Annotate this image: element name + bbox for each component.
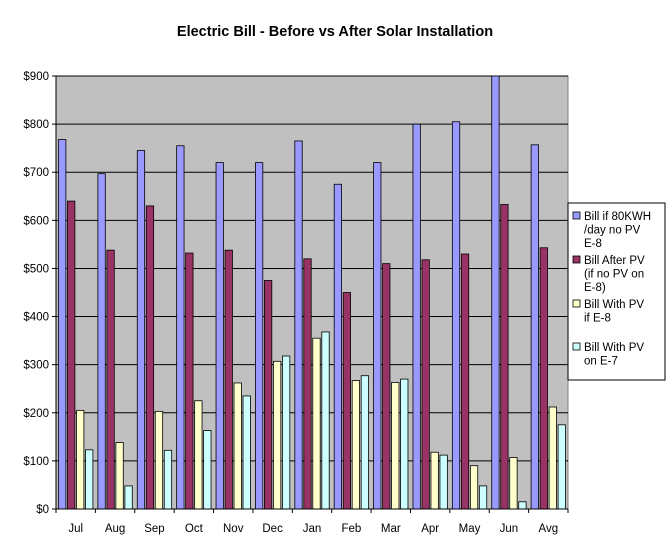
legend-swatch	[572, 299, 581, 308]
legend-label: Bill With PV	[584, 342, 644, 354]
legend-label: (if no PV on	[584, 269, 644, 281]
bar-apr-series-1	[412, 123, 421, 510]
bar-oct-series-2	[185, 252, 194, 510]
bar-dec-series-3	[273, 360, 282, 510]
y-tick-label: $100	[23, 456, 49, 468]
y-tick-label: $400	[23, 312, 49, 324]
x-tick-label: Oct	[185, 523, 204, 535]
bar-avg-series-3	[548, 406, 557, 510]
x-tick-label: Nov	[223, 523, 244, 535]
bar-feb-series-3	[351, 380, 360, 510]
y-tick-label: $300	[23, 360, 49, 372]
legend-label: if E-8	[584, 313, 611, 325]
bar-sep-series-2	[145, 205, 155, 510]
bar-jun-series-3	[509, 457, 518, 510]
y-tick-label: $200	[23, 408, 49, 420]
bar-avg-series-2	[539, 247, 548, 510]
bar-sep-series-4	[163, 449, 173, 510]
y-tick-label: $800	[23, 119, 49, 131]
bar-may-series-2	[460, 253, 470, 510]
bar-jul-series-1	[58, 139, 67, 510]
bar-nov-series-2	[224, 249, 233, 510]
x-tick-label: Jul	[68, 523, 83, 535]
x-tick-label: Jun	[500, 523, 519, 535]
legend-swatch	[572, 211, 581, 220]
legend-label: Bill With PV	[584, 299, 644, 311]
legend	[567, 202, 666, 381]
bar-jun-series-4	[518, 501, 527, 510]
bar-nov-series-4	[242, 395, 251, 510]
bar-may-series-4	[478, 485, 488, 510]
bar-mar-series-1	[373, 162, 382, 510]
bar-mar-series-2	[382, 263, 391, 510]
legend-label: /day no PV	[584, 225, 641, 237]
bar-feb-series-1	[333, 183, 342, 510]
bar-jan-series-1	[294, 140, 303, 510]
bar-avg-series-4	[557, 424, 566, 510]
y-tick-label: $900	[23, 71, 49, 83]
bar-aug-series-3	[115, 442, 124, 510]
bar-oct-series-1	[176, 145, 185, 510]
bar-nov-series-3	[233, 382, 242, 510]
bar-mar-series-3	[391, 382, 400, 510]
y-tick-label: $0	[36, 504, 49, 516]
bar-apr-series-2	[421, 259, 430, 510]
legend-swatch	[572, 342, 581, 351]
legend-label: E-8	[584, 238, 602, 250]
bar-nov-series-1	[215, 162, 224, 510]
legend-swatch	[572, 255, 581, 264]
plot-area	[55, 75, 569, 510]
legend-label: Bill After PV	[584, 255, 645, 267]
bar-oct-series-4	[203, 430, 212, 510]
x-tick-label: May	[459, 523, 481, 535]
bar-jul-series-2	[67, 200, 76, 510]
bar-mar-series-4	[400, 378, 409, 510]
bar-aug-series-4	[124, 485, 133, 510]
legend-label: E-8)	[584, 282, 606, 294]
x-tick-label: Sep	[144, 523, 164, 535]
bar-dec-series-1	[255, 162, 264, 510]
bar-jul-series-4	[85, 449, 94, 510]
x-tick-label: Dec	[262, 523, 283, 535]
bar-dec-series-2	[264, 280, 273, 510]
bar-jan-series-4	[321, 331, 330, 510]
bar-may-series-1	[451, 121, 461, 510]
y-tick-label: $700	[23, 167, 49, 179]
bar-jun-series-1	[491, 75, 500, 510]
y-tick-label: $600	[23, 215, 49, 227]
bar-feb-series-2	[342, 292, 351, 510]
bar-may-series-3	[469, 465, 479, 510]
x-tick-label: Avg	[539, 523, 559, 535]
chart-title: Electric Bill - Before vs After Solar In…	[177, 24, 493, 40]
legend-label: Bill if 80KWH	[584, 211, 651, 223]
x-tick-label: Apr	[421, 523, 439, 535]
x-tick-label: Feb	[341, 523, 361, 535]
bar-apr-series-4	[439, 454, 448, 510]
bar-jan-series-3	[312, 337, 321, 510]
bar-feb-series-4	[360, 375, 369, 510]
bar-oct-series-3	[194, 400, 203, 510]
bar-aug-series-2	[106, 249, 115, 510]
bar-jan-series-2	[303, 258, 312, 510]
legend-label: on E-7	[584, 356, 618, 368]
x-tick-label: Aug	[105, 523, 125, 535]
bar-sep-series-1	[136, 150, 146, 510]
bar-apr-series-3	[430, 451, 439, 510]
bar-aug-series-1	[97, 173, 106, 510]
bar-avg-series-1	[530, 144, 539, 510]
bar-sep-series-3	[154, 410, 164, 510]
bar-dec-series-4	[282, 355, 291, 510]
x-tick-label: Jan	[303, 523, 322, 535]
bar-jun-series-2	[500, 204, 509, 510]
bar-jul-series-3	[76, 409, 85, 510]
x-tick-label: Mar	[381, 523, 401, 535]
y-tick-label: $500	[23, 263, 49, 275]
